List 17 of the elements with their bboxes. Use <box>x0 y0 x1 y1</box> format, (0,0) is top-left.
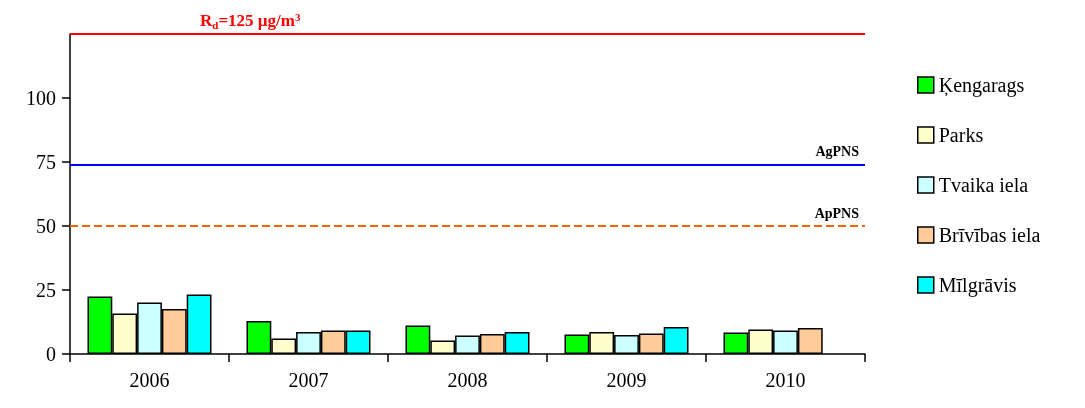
legend-label: Mīlgrāvis <box>938 274 1017 297</box>
legend-label: Tvaika iela <box>938 174 1029 196</box>
legend-label: Parks <box>938 124 984 146</box>
x-tick-label: 2007 <box>288 369 329 391</box>
y-tick-label: 100 <box>26 87 56 109</box>
legend-label: Ķengarags <box>938 74 1025 97</box>
y-tick-label: 50 <box>36 215 56 237</box>
ref-line-label: AgPNS <box>815 144 860 160</box>
x-tick-label: 2006 <box>129 369 170 391</box>
y-tick-label: 75 <box>36 151 56 173</box>
y-tick-label: 25 <box>36 279 56 301</box>
x-tick-label: 2010 <box>765 369 806 391</box>
x-tick-label: 2009 <box>606 369 647 391</box>
y-tick-label: 0 <box>46 343 56 365</box>
ref-line-label: ApPNS <box>814 205 860 221</box>
legend-label: Brīvības iela <box>938 224 1041 246</box>
x-tick-label: 2008 <box>447 369 488 391</box>
